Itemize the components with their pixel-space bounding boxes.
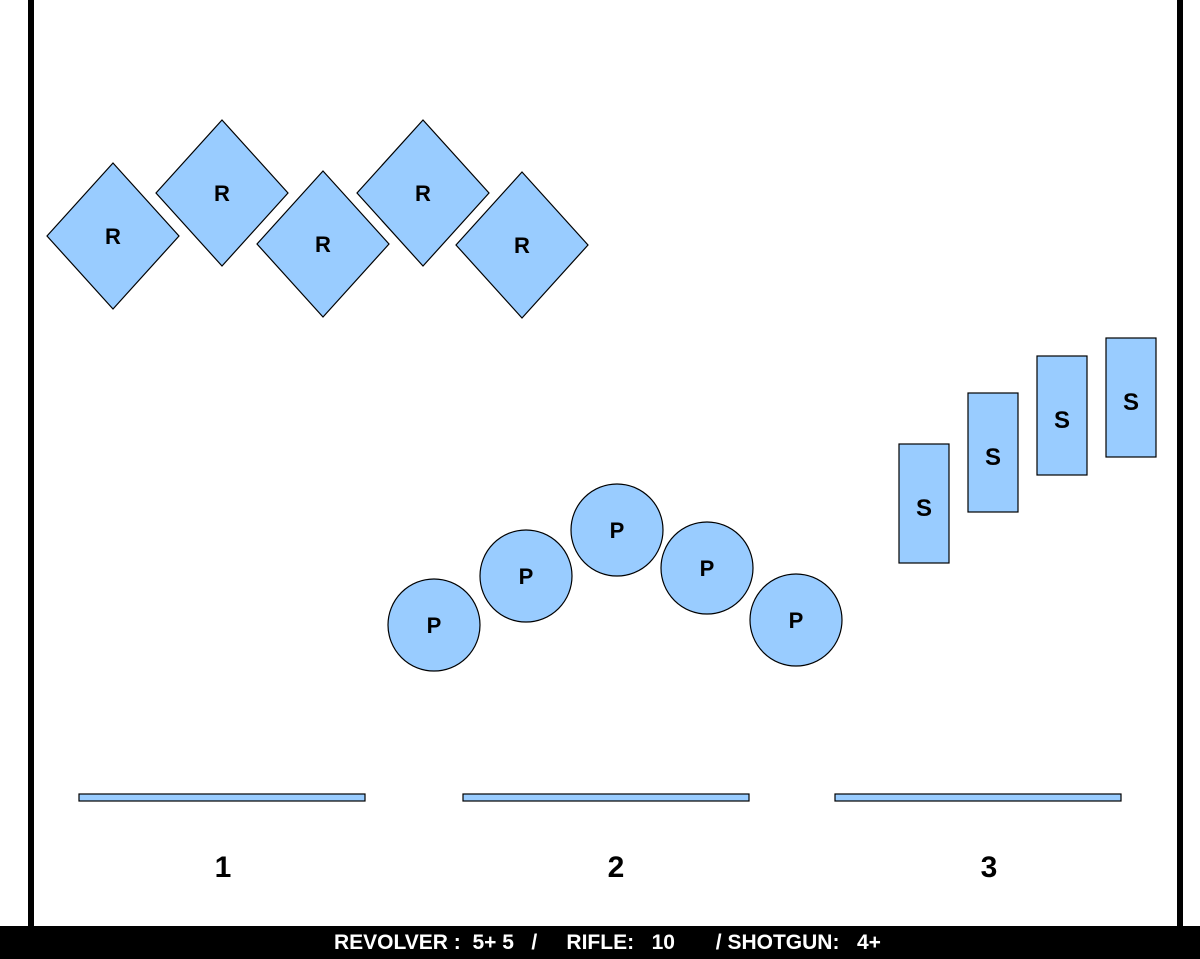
revolver-target: R — [356, 119, 490, 267]
shotgun-target: S — [967, 392, 1019, 513]
target-label: P — [519, 564, 534, 589]
target-label: S — [1054, 407, 1070, 434]
revolver-target: R — [256, 170, 390, 318]
rectangle-target-shape — [1105, 337, 1157, 458]
pistol-target: P — [387, 578, 481, 672]
shotgun-targets: S S S S — [898, 337, 1157, 564]
target-label: P — [610, 518, 625, 543]
shotgun-target: S — [1105, 337, 1157, 458]
left-wall — [28, 0, 34, 930]
rectangle-target-shape — [1036, 355, 1088, 476]
target-label: P — [427, 613, 442, 638]
target-label: R — [214, 181, 230, 206]
station-table — [834, 793, 1122, 802]
revolver-target: R — [155, 119, 289, 267]
diamond-target-shape — [155, 119, 289, 267]
right-wall — [1177, 0, 1183, 930]
rectangle-target-shape — [967, 392, 1019, 513]
footer-bar — [0, 926, 1200, 959]
pistol-target: P — [749, 573, 843, 667]
shooting-station: 3 — [834, 793, 1122, 884]
target-label: S — [1123, 389, 1139, 416]
revolver-targets: R R R R R — [46, 119, 589, 319]
diamond-target-shape — [356, 119, 490, 267]
target-label: R — [105, 224, 121, 249]
circle-target-shape — [387, 578, 481, 672]
shotgun-target: S — [1036, 355, 1088, 476]
pistol-target: P — [570, 483, 664, 577]
rectangle-target-shape — [898, 443, 950, 564]
circle-target-shape — [749, 573, 843, 667]
station-number: 3 — [981, 851, 998, 884]
shooting-station: 2 — [462, 793, 750, 884]
circle-target-shape — [660, 521, 754, 615]
stage-diagram: R R R R R P P P P P S S S S 1 2 3 — [46, 119, 1157, 884]
round-count-summary: REVOLVER : 5+ 5 / RIFLE: 10 / SHOTGUN: 4… — [334, 931, 881, 954]
station-table — [462, 793, 750, 802]
shooting-station: 1 — [78, 793, 366, 884]
station-number: 1 — [215, 851, 232, 884]
pistol-target: P — [660, 521, 754, 615]
diamond-target-shape — [256, 170, 390, 318]
station-number: 2 — [608, 851, 625, 884]
circle-target-shape — [479, 529, 573, 623]
target-label: S — [916, 495, 932, 522]
target-label: R — [415, 181, 431, 206]
circle-target-shape — [570, 483, 664, 577]
revolver-target: R — [455, 171, 589, 319]
station-table — [78, 793, 366, 802]
target-label: S — [985, 444, 1001, 471]
shotgun-target: S — [898, 443, 950, 564]
pistol-targets: P P P P P — [387, 483, 843, 672]
pistol-target: P — [479, 529, 573, 623]
shooting-stations: 1 2 3 — [78, 793, 1122, 884]
target-label: R — [514, 233, 530, 258]
target-label: P — [789, 608, 804, 633]
diamond-target-shape — [455, 171, 589, 319]
revolver-target: R — [46, 162, 180, 310]
target-label: P — [700, 556, 715, 581]
diamond-target-shape — [46, 162, 180, 310]
target-label: R — [315, 232, 331, 257]
